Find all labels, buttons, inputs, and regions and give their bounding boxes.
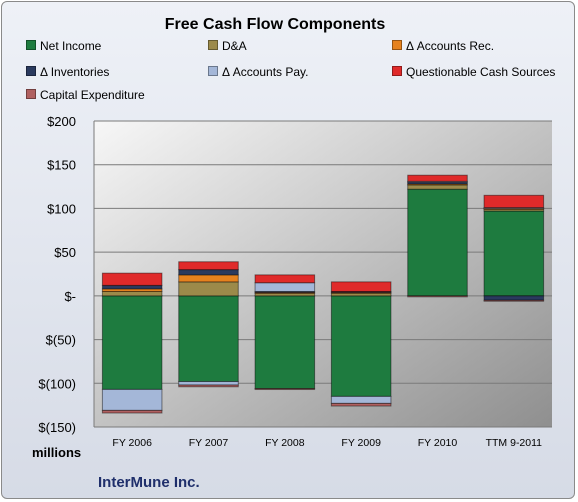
y-tick-label: $(100) [38,376,76,391]
bar-segment [101,290,163,297]
y-tick-label: $(150) [38,420,76,435]
plot-area [94,121,552,427]
legend-label: Questionable Cash Sources [406,65,556,79]
bar-segment [254,388,316,391]
legend-label: Δ Inventories [40,65,110,79]
bar-segment [407,184,468,190]
bar-segment [178,261,239,271]
bar-segment [483,210,545,297]
legend-swatch [26,89,36,99]
legend-item: D&A [208,39,247,53]
legend-item: Δ Accounts Rec. [392,39,494,53]
legend-label: Net Income [40,39,102,53]
bar-segment [407,174,468,182]
bar-segment [330,402,392,407]
chart-title: Free Cash Flow Components [164,16,386,33]
legend-swatch [26,66,36,76]
bar-segment [101,409,163,414]
x-category-label: FY 2010 [418,437,458,449]
y-tick-label: $200 [47,114,76,129]
bar-segment [330,395,392,404]
y-tick-label: $50 [54,245,76,260]
y-tick-label: $100 [47,201,76,216]
bar-segment [178,274,239,283]
bar-segment [254,274,316,284]
legend-swatch [392,40,402,50]
x-category-label: TTM 9-2011 [486,437,543,449]
legend-item: Δ Inventories [26,65,109,79]
bar-segment [483,194,545,209]
bar-segment [178,281,239,297]
legend-label: Δ Accounts Rec. [406,39,495,53]
bar-segment [178,295,239,383]
legend-swatch [208,66,218,76]
x-category-label: FY 2006 [112,437,152,449]
bar-segment [101,272,163,286]
bar-segment [101,388,163,411]
bar-segment [407,188,468,297]
bar-segment [330,295,392,397]
bar-segment [407,295,468,298]
bar-segment [101,284,163,290]
x-category-label: FY 2009 [341,437,381,449]
bar-segment [254,282,316,292]
bar-segment [330,281,392,292]
bar-segment [178,384,239,388]
company-name: InterMune Inc. [98,474,200,491]
units-label: millions [32,445,82,460]
x-category-label: FY 2007 [189,437,229,449]
bar-segment [178,381,239,386]
bar-segment [483,299,545,302]
bar-segment [101,295,163,390]
legend-item: Questionable Cash Sources [392,65,555,79]
y-tick-label: $- [64,289,76,304]
legend-item: Capital Expenditure [26,88,145,102]
y-tick-label: $(50) [46,333,76,348]
legend-item: Δ Accounts Pay. [208,65,309,79]
legend-swatch [392,66,402,76]
bar-segment [407,183,468,186]
x-category-label: FY 2008 [265,437,305,449]
legend-item: Net Income [26,39,101,53]
legend-swatch [26,40,36,50]
bar-segment [254,295,316,390]
legend-label: Capital Expenditure [40,88,145,102]
legend-label: Δ Accounts Pay. [222,65,309,79]
bar-segment [483,295,545,301]
y-tick-label: $150 [47,158,76,173]
bar-segment [178,269,239,276]
legend-swatch [208,40,218,50]
legend-label: D&A [222,39,247,53]
